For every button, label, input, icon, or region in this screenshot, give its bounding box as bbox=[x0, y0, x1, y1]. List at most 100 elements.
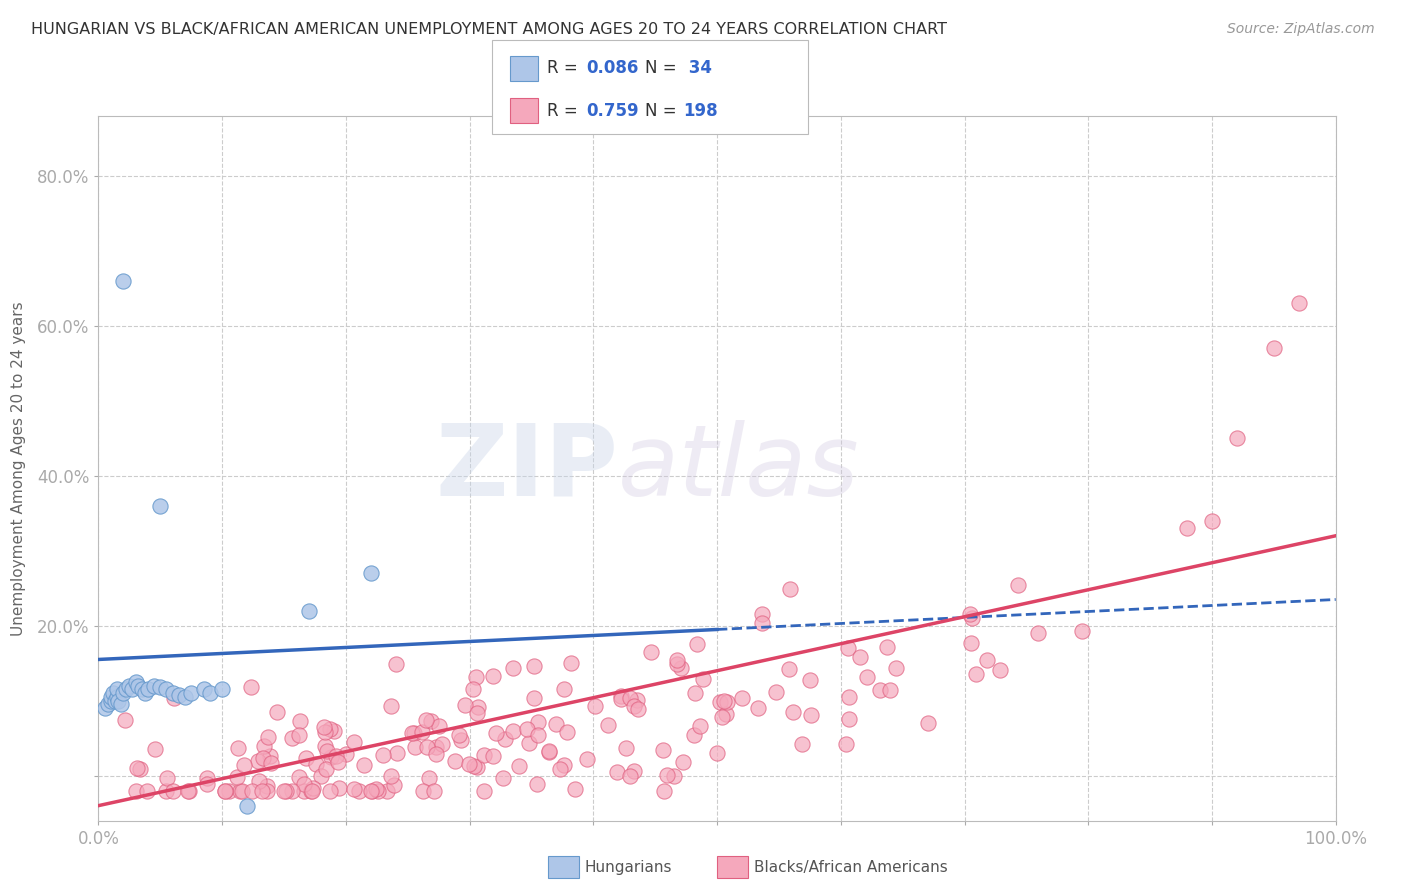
Point bbox=[976, 653, 998, 667]
Point bbox=[257, 731, 280, 745]
Point bbox=[965, 667, 987, 681]
Point bbox=[423, 783, 446, 797]
Point bbox=[226, 741, 249, 756]
Point bbox=[856, 670, 879, 684]
Point bbox=[492, 771, 515, 785]
Point bbox=[229, 783, 252, 797]
Point bbox=[672, 756, 695, 770]
Point bbox=[465, 670, 488, 684]
Point bbox=[682, 728, 704, 742]
Text: atlas: atlas bbox=[619, 420, 859, 516]
Point bbox=[250, 783, 273, 797]
Point bbox=[295, 751, 318, 765]
Point bbox=[253, 739, 276, 753]
Point bbox=[1288, 296, 1310, 310]
Point bbox=[155, 783, 177, 797]
Point bbox=[93, 701, 115, 715]
Point bbox=[619, 690, 641, 705]
Point bbox=[619, 769, 641, 783]
Point bbox=[114, 714, 136, 728]
Point bbox=[879, 682, 901, 697]
Point bbox=[240, 783, 263, 797]
Y-axis label: Unemployment Among Ages 20 to 24 years: Unemployment Among Ages 20 to 24 years bbox=[11, 301, 25, 636]
Point bbox=[427, 719, 450, 733]
Point bbox=[526, 777, 548, 791]
Point bbox=[564, 781, 586, 796]
Point bbox=[553, 681, 575, 696]
Point bbox=[124, 675, 146, 690]
Point bbox=[671, 661, 693, 675]
Text: 34: 34 bbox=[683, 60, 713, 78]
Point bbox=[239, 680, 262, 694]
Point bbox=[121, 682, 143, 697]
Point bbox=[837, 641, 859, 656]
Point bbox=[380, 698, 402, 713]
Point bbox=[326, 756, 349, 770]
Point bbox=[481, 669, 503, 683]
Point bbox=[472, 748, 495, 763]
Point bbox=[156, 771, 179, 785]
Point bbox=[502, 724, 524, 739]
Point bbox=[404, 726, 426, 740]
Point bbox=[315, 763, 337, 777]
Point bbox=[1201, 514, 1223, 528]
Point bbox=[651, 743, 673, 757]
Point bbox=[425, 747, 447, 761]
Point bbox=[692, 672, 714, 686]
Point bbox=[167, 688, 190, 702]
Point bbox=[180, 686, 202, 700]
Point bbox=[538, 745, 561, 759]
Point bbox=[799, 673, 821, 687]
Point bbox=[195, 772, 218, 786]
Text: Source: ZipAtlas.com: Source: ZipAtlas.com bbox=[1227, 22, 1375, 37]
Point bbox=[1007, 578, 1029, 592]
Point bbox=[162, 686, 184, 700]
Point bbox=[343, 734, 366, 748]
Point bbox=[328, 780, 350, 795]
Text: N =: N = bbox=[645, 102, 682, 120]
Point bbox=[523, 691, 546, 706]
Point bbox=[640, 645, 662, 659]
Point bbox=[415, 713, 437, 727]
Point bbox=[425, 739, 447, 754]
Point bbox=[709, 695, 731, 709]
Point bbox=[537, 744, 560, 758]
Point bbox=[197, 777, 219, 791]
Point bbox=[686, 637, 709, 651]
Text: 0.086: 0.086 bbox=[586, 60, 638, 78]
Point bbox=[666, 657, 689, 671]
Point bbox=[838, 712, 860, 726]
Point bbox=[876, 640, 898, 654]
Text: 0.759: 0.759 bbox=[586, 102, 638, 120]
Point bbox=[917, 716, 939, 731]
Point bbox=[323, 723, 346, 738]
Point bbox=[100, 690, 122, 704]
Point bbox=[162, 783, 184, 797]
Point bbox=[211, 682, 233, 697]
Point bbox=[343, 781, 366, 796]
Point bbox=[125, 761, 148, 775]
Point bbox=[430, 737, 453, 751]
Point bbox=[311, 768, 333, 782]
Point bbox=[225, 770, 247, 784]
Point bbox=[318, 723, 340, 737]
Point bbox=[465, 759, 488, 773]
Point bbox=[1071, 624, 1094, 638]
Point bbox=[523, 658, 546, 673]
Point bbox=[259, 748, 281, 763]
Text: R =: R = bbox=[547, 60, 583, 78]
Point bbox=[273, 783, 295, 797]
Point bbox=[114, 682, 136, 697]
Point bbox=[751, 615, 773, 630]
Point bbox=[366, 781, 388, 796]
Point bbox=[353, 758, 375, 772]
Point bbox=[502, 661, 524, 675]
Point bbox=[176, 783, 198, 797]
Point bbox=[177, 783, 200, 797]
Text: 198: 198 bbox=[683, 102, 718, 120]
Point bbox=[778, 662, 800, 676]
Point bbox=[198, 686, 221, 700]
Point bbox=[361, 783, 384, 797]
Point bbox=[347, 783, 370, 797]
Point bbox=[444, 755, 467, 769]
